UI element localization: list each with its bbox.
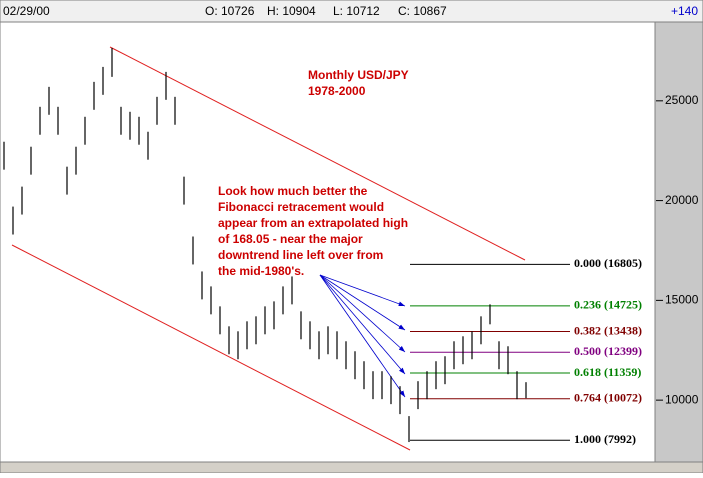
low: L: 10712 <box>333 4 380 18</box>
high: H: 10904 <box>267 4 316 18</box>
annotation: the mid-1980's. <box>218 264 304 278</box>
annotation: Look how much better the <box>218 184 368 198</box>
close: C: 10867 <box>398 4 447 18</box>
y-tick-label: 15000 <box>665 293 699 307</box>
arrows <box>319 274 406 398</box>
annotation: Fibonacci retracement would <box>218 200 384 214</box>
fib-label: 0.764 (10072) <box>574 390 642 404</box>
chart-title: Monthly USD/JPY <box>308 68 409 82</box>
annotation: appear from an extrapolated high <box>218 216 408 230</box>
annotation: of 168.05 - near the major <box>218 232 363 246</box>
annotation: downtrend line left over from <box>218 248 383 262</box>
y-tick-label: 10000 <box>665 392 699 406</box>
open: O: 10726 <box>205 4 255 18</box>
fib-label: 0.500 (12399) <box>574 344 642 358</box>
fib-label: 0.000 (16805) <box>574 256 642 270</box>
x-axis-panel <box>0 461 703 474</box>
fib-label: 0.236 (14725) <box>574 298 642 312</box>
upper-channel <box>109 46 526 261</box>
fib-label: 0.382 (13438) <box>574 323 642 337</box>
date: 02/29/00 <box>3 4 50 18</box>
y-tick-label: 20000 <box>665 193 699 207</box>
fib-label: 0.618 (11359) <box>574 365 641 379</box>
chart-subtitle: 1978-2000 <box>308 84 366 98</box>
lower-channel <box>11 244 411 451</box>
change: +140 <box>671 4 698 18</box>
fib-label: 1.000 (7992) <box>574 432 636 446</box>
y-tick-label: 25000 <box>665 93 699 107</box>
y-axis-panel <box>654 21 703 463</box>
